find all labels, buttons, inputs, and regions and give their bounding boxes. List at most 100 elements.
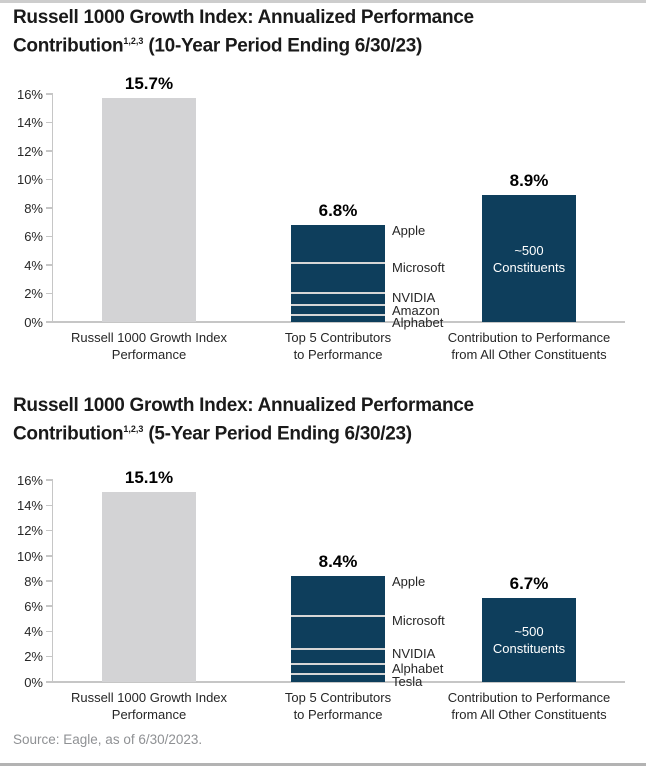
- bar-index-performance: [102, 98, 196, 322]
- title-text: (5-Year Period Ending 6/30/23): [143, 422, 412, 444]
- category-label-line: from All Other Constituents: [451, 346, 607, 362]
- segment-apple: [291, 225, 385, 263]
- bar-index-performance: [102, 491, 196, 682]
- segment-label-alphabet: Alphabet: [392, 661, 444, 677]
- title-text: Russell 1000 Growth Index: Annualized Pe…: [13, 395, 474, 416]
- category-label-line: Top 5 Contributors: [284, 330, 392, 345]
- bar-inner-label: ~500 Constituents: [482, 195, 576, 322]
- y-axis-tick: [46, 207, 53, 209]
- bar-value-label: 6.7%: [509, 573, 549, 593]
- category-label: Russell 1000 Growth Index Performance: [39, 330, 259, 363]
- y-axis-tick: [46, 264, 53, 266]
- y-axis-tick-label: 2%: [24, 649, 43, 665]
- segment-nvidia: [291, 647, 385, 664]
- bar-value-label: 15.1%: [124, 467, 174, 487]
- chart-title-line-2: Contribution1,2,3 (5-Year Period Ending …: [13, 418, 474, 446]
- y-axis-tick: [46, 504, 53, 507]
- segment-label-amazon: Amazon: [392, 302, 440, 318]
- segment-label-apple: Apple: [392, 574, 426, 590]
- y-axis-tick-label: 10%: [16, 172, 43, 187]
- y-axis-tick-label: 4%: [24, 624, 43, 640]
- bar-value-label: 6.8%: [318, 201, 358, 221]
- y-axis-tick-label: 8%: [24, 573, 43, 589]
- y-axis-tick: [46, 93, 53, 95]
- y-axis-tick-label: 12%: [16, 523, 43, 539]
- category-label-line: Russell 1000 Growth Index: [70, 690, 228, 705]
- y-axis-tick: [46, 655, 53, 658]
- bar-inner-label-line: Constituents: [492, 259, 566, 275]
- segment-amazon: [291, 304, 385, 315]
- y-axis-tick-label: 16%: [16, 86, 43, 102]
- bar-inner-label-line: ~500: [514, 623, 544, 639]
- y-axis-tick-label: 0%: [24, 314, 43, 330]
- y-axis-tick-label: 14%: [16, 498, 43, 514]
- segment-label-apple: Apple: [392, 223, 426, 239]
- bar-top5-contributors: [291, 576, 385, 682]
- category-label: Contribution to Performance from All Othe…: [419, 330, 639, 363]
- segment-microsoft: [291, 615, 385, 648]
- bar-other-constituents: ~500 Constituents: [482, 597, 576, 682]
- y-axis-tick: [46, 529, 53, 532]
- category-label-line: Top 5 Contributors: [284, 690, 392, 705]
- segment-alphabet: [291, 663, 385, 673]
- segment-label-nvidia: NVIDIA: [392, 290, 436, 306]
- category-label-line: from All Other Constituents: [451, 706, 607, 722]
- category-label-line: Contribution to Performance: [447, 330, 611, 345]
- category-label-line: Russell 1000 Growth Index: [70, 330, 228, 345]
- y-axis-tick-label: 2%: [24, 286, 43, 301]
- y-axis-tick: [46, 150, 53, 152]
- category-label-line: Contribution to Performance: [447, 690, 611, 705]
- top-border: [0, 0, 646, 3]
- y-axis-tick: [46, 580, 53, 582]
- y-axis-tick-label: 16%: [16, 472, 43, 488]
- source-note: Source: Eagle, as of 6/30/2023.: [13, 732, 203, 747]
- bar-other-constituents: ~500 Constituents: [482, 195, 576, 322]
- y-axis-tick: [46, 121, 53, 123]
- y-axis-tick: [46, 681, 53, 683]
- footnote-marker: 1,2,3: [123, 423, 144, 434]
- chart-title-line-1: Russell 1000 Growth Index: Annualized Pe…: [13, 7, 474, 30]
- segment-label-microsoft: Microsoft: [392, 613, 445, 629]
- y-axis-tick-label: 0%: [24, 674, 43, 690]
- bar-inner-label-line: ~500: [514, 242, 544, 258]
- category-label-line: Performance: [111, 346, 187, 362]
- y-axis-tick-label: 4%: [24, 257, 43, 273]
- x-axis-line: [53, 321, 625, 323]
- y-axis-tick-label: 12%: [16, 143, 43, 159]
- bar-value-label: 8.4%: [318, 552, 358, 572]
- y-axis-tick-label: 14%: [16, 115, 43, 130]
- bar-value-label: 8.9%: [509, 171, 549, 191]
- y-axis-tick-label: 6%: [24, 229, 43, 244]
- bottom-border: [0, 763, 646, 766]
- title-text: (10-Year Period Ending 6/30/23): [143, 34, 423, 56]
- category-label-line: to Performance: [293, 706, 383, 722]
- bar-top5-contributors: [291, 225, 385, 322]
- y-axis-tick: [46, 630, 53, 633]
- bar-inner-label-line: Constituents: [492, 640, 566, 656]
- segment-nvidia: [291, 292, 385, 305]
- segment-label-microsoft: Microsoft: [392, 260, 445, 276]
- title-text: Russell 1000 Growth Index: Annualized Pe…: [13, 7, 474, 28]
- segment-alphabet: [291, 314, 385, 322]
- y-axis-tick-label: 10%: [16, 548, 43, 564]
- category-label: Top 5 Contributors to Performance: [228, 330, 448, 363]
- title-text: Contribution: [13, 34, 124, 56]
- bar-inner-label: ~500 Constituents: [482, 598, 576, 682]
- category-label-line: to Performance: [293, 346, 383, 362]
- title-text: Contribution: [13, 422, 124, 444]
- chart-title-line-2: Contribution1,2,3 (10-Year Period Ending…: [13, 30, 474, 58]
- chart-title-line-1: Russell 1000 Growth Index: Annualized Pe…: [13, 395, 474, 418]
- y-axis-tick: [46, 479, 53, 481]
- y-axis-tick-label: 6%: [24, 598, 43, 614]
- y-axis-tick: [46, 605, 53, 607]
- y-axis-tick: [46, 292, 53, 294]
- category-label: Contribution to Performance from All Othe…: [419, 690, 639, 723]
- chart-title-10yr: Russell 1000 Growth Index: Annualized Pe…: [13, 7, 474, 57]
- y-axis-tick: [46, 321, 53, 323]
- category-label: Top 5 Contributors to Performance: [228, 690, 448, 723]
- category-label-line: Performance: [111, 706, 187, 722]
- y-axis-tick: [46, 235, 53, 237]
